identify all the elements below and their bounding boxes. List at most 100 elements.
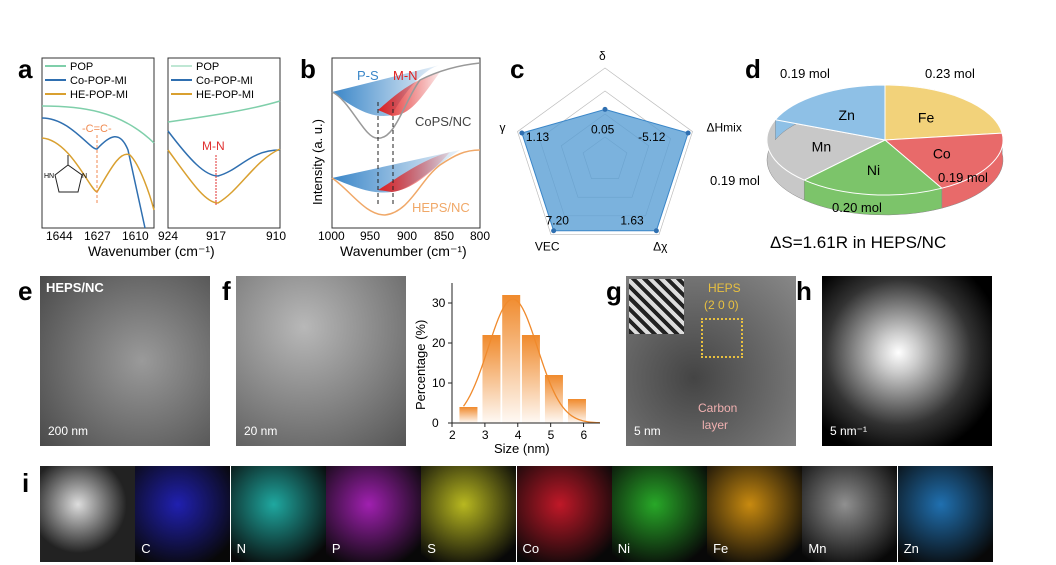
radar-axis-label: δ [599, 49, 606, 63]
phase-label: HEPS [708, 281, 741, 295]
y-tick-label: 30 [432, 296, 446, 310]
xlabel-a: Wavenumber (cm⁻¹) [88, 243, 215, 259]
radar-point [519, 130, 525, 136]
histogram-bar [544, 375, 563, 423]
sample-copsnc: CoPS/NC [415, 114, 471, 129]
legend-co-pop: Co-POP-MI [70, 75, 127, 87]
eds-map-haadf [40, 466, 135, 562]
saed-image: 5 nm⁻¹ [822, 276, 992, 446]
label-i: i [22, 468, 29, 498]
radar-point [551, 228, 557, 234]
radar-value: 1.13 [526, 130, 550, 144]
eds-map-p: P [325, 466, 421, 562]
tick: 1000 [318, 229, 345, 243]
scale-bar-e: 200 nm [48, 424, 89, 438]
eds-map-s: S [421, 466, 517, 562]
scale-bar-f: 20 nm [244, 424, 278, 438]
radar-value: 7.20 [546, 214, 570, 228]
label-d: d [745, 54, 761, 84]
layer-label: layer [702, 418, 729, 432]
annot-cc: -C=C- [82, 123, 112, 135]
legend-he-pop: HE-POP-MI [70, 89, 128, 101]
mn-label: M-N [393, 68, 418, 83]
element-label: Fe [713, 541, 729, 556]
element-label: P [331, 541, 341, 556]
element-label: Zn [903, 541, 919, 556]
radar-axis-label: VEC [535, 239, 560, 253]
hrtem-image: HEPS (2 0 0) Carbon layer 5 nm [626, 276, 796, 446]
label-g: g [606, 276, 622, 306]
gaussian-fit [462, 298, 601, 424]
scale-bar-h: 5 nm⁻¹ [830, 424, 868, 438]
pie-slice [803, 139, 943, 196]
x-axis-label: Size (nm) [494, 441, 550, 456]
tick: 910 [266, 229, 286, 243]
panel-a-right: POP Co-POP-MI HE-POP-MI M-N 924 917 910 [158, 57, 286, 243]
eds-map-n: N [230, 466, 326, 562]
pie-slice-label: Zn [839, 107, 855, 123]
x-tick-label: 2 [449, 428, 456, 442]
element-label: N [236, 541, 246, 556]
sem-title: HEPS/NC [46, 280, 104, 295]
label-h: h [796, 276, 812, 306]
pie-slice-label: Ni [867, 162, 880, 178]
x-tick-label: 4 [515, 428, 522, 442]
x-tick-label: 5 [548, 428, 555, 442]
tick: 1610 [122, 229, 149, 243]
pie-title: ΔS=1.61R in HEPS/NC [770, 233, 946, 252]
tick: 917 [206, 229, 226, 243]
x-tick-label: 6 [581, 428, 588, 442]
radar-point [653, 228, 659, 234]
radar-point [602, 106, 608, 112]
element-label: Ni [617, 541, 631, 556]
pie-value-label: 0.19 mol [938, 170, 988, 185]
radar-axis-label: γ [500, 121, 506, 135]
histogram-bar [459, 407, 478, 423]
radar-value: 0.05 [591, 122, 615, 136]
legend-he-pop: HE-POP-MI [196, 89, 254, 101]
tick: 924 [158, 229, 178, 243]
label-e: e [18, 276, 32, 306]
radar-axis-label: ΔHmix [706, 121, 741, 135]
pie-slice-label: Co [933, 146, 951, 162]
radar-area [521, 108, 689, 232]
element-label: Co [522, 541, 540, 556]
tick: 1644 [46, 229, 73, 243]
radar-value: 1.63 [620, 214, 644, 228]
y-tick-label: 0 [432, 416, 439, 430]
eds-map-zn: Zn [897, 466, 993, 562]
element-label: C [141, 541, 151, 556]
histogram-bar [521, 335, 540, 423]
ps-label: P-S [357, 68, 379, 83]
radar-point [685, 130, 691, 136]
tick: 900 [397, 229, 417, 243]
pie-chart: Fe 0.23 mol Co 0.19 mol Ni 0.20 mol Mn 0.19 mol… [710, 66, 1004, 216]
tick: 950 [360, 229, 380, 243]
label-f: f [222, 276, 231, 306]
legend-co-pop: Co-POP-MI [196, 75, 253, 87]
pie-value-label: 0.20 mol [832, 200, 882, 215]
y-axis-label: Percentage (%) [413, 320, 428, 410]
size-histogram: 2 3 4 5 6 0 10 20 30 Size (nm) Percentage (%) [413, 283, 601, 456]
eds-map-ni: Ni [611, 466, 707, 562]
scale-bar-g: 5 nm [634, 424, 661, 438]
pie-slice-label: Mn [812, 139, 831, 155]
mol-hn: HN [44, 173, 54, 180]
selection-box [701, 318, 743, 358]
pie-value-label: 0.19 mol [780, 66, 830, 81]
pie-slice-label: Fe [918, 109, 935, 125]
eds-map-mn: Mn [802, 466, 898, 562]
eds-map-fe: Fe [707, 466, 803, 562]
y-tick-label: 10 [432, 376, 446, 390]
tick: 800 [470, 229, 490, 243]
element-label: S [427, 541, 436, 556]
panel-b: P-S M-N CoPS/NC HEPS/NC Intensity (a. u.… [310, 57, 490, 259]
carbon-label: Carbon [698, 401, 738, 415]
pie-slice [883, 132, 1004, 189]
annot-mn: M-N [202, 139, 225, 153]
sem-image: HEPS/NC 200 nm [40, 276, 210, 446]
eds-map-co: Co [516, 466, 612, 562]
y-tick-label: 20 [432, 336, 446, 350]
tick: 850 [434, 229, 454, 243]
